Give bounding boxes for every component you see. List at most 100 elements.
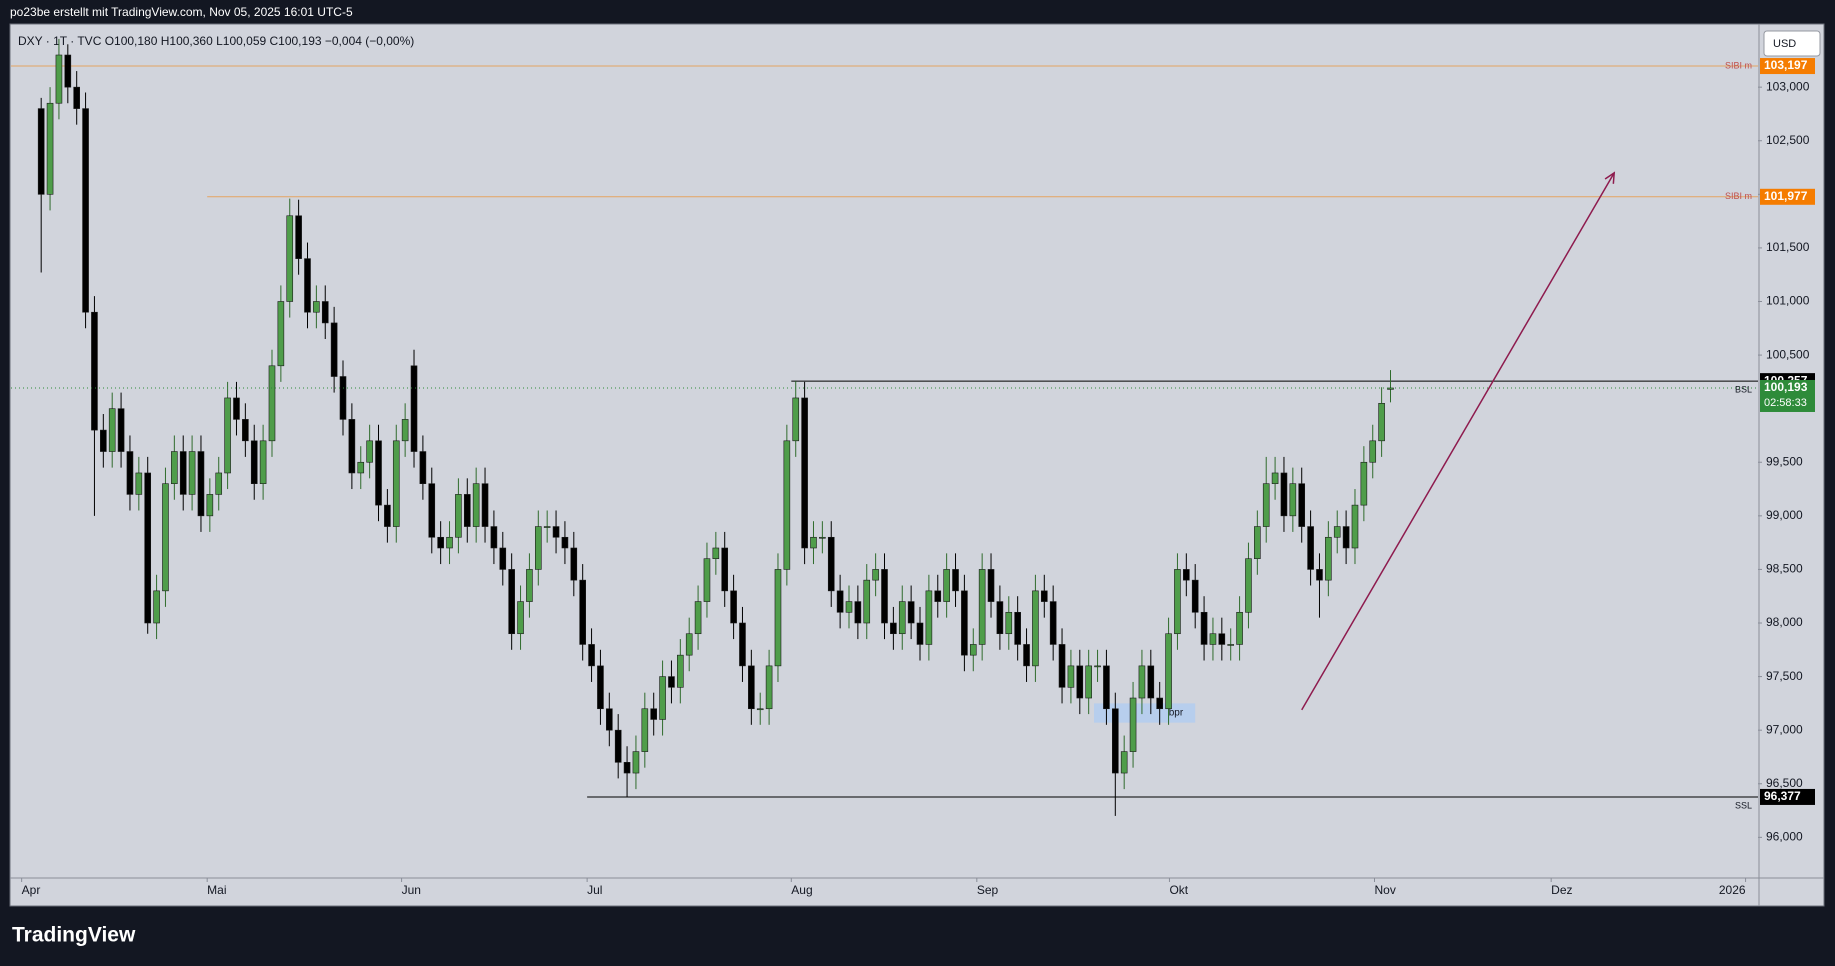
candle-body <box>455 494 462 538</box>
candle-body <box>1307 526 1314 570</box>
candle-body <box>277 301 285 367</box>
legend: DXY · 1T · TVC O100,180 H100,360 L100,05… <box>18 34 414 48</box>
candle-body <box>1094 665 1101 668</box>
currency-box[interactable] <box>1763 30 1821 57</box>
candle-body <box>659 676 666 720</box>
candle-body <box>836 590 844 613</box>
candle-body <box>1245 558 1252 613</box>
x-tick-label: Sep <box>977 883 999 897</box>
candle-body <box>783 440 791 570</box>
candle-body <box>357 461 365 474</box>
candle-body <box>978 569 986 645</box>
candle-body <box>215 472 223 495</box>
candle-body <box>668 676 675 688</box>
current-price-label: 100,193 <box>1764 380 1808 394</box>
candle-body <box>428 483 436 538</box>
y-tick-label: 103,000 <box>1766 79 1810 93</box>
zone-label: bpr <box>1169 708 1184 719</box>
level-label: BSL <box>1735 385 1752 395</box>
candle-body <box>1023 644 1030 667</box>
candle-body <box>792 397 800 442</box>
x-tick-label: Jun <box>402 883 421 897</box>
candle-body <box>1325 536 1332 581</box>
header-text: po23be erstellt mit TradingView.com, Nov… <box>10 5 353 19</box>
candle-body <box>1369 440 1377 463</box>
candle-body <box>623 762 631 774</box>
price-tag <box>1760 788 1815 805</box>
y-tick-label: 100,500 <box>1766 347 1810 361</box>
candle-body <box>898 601 906 635</box>
candle-body <box>144 472 152 624</box>
candle-body <box>694 601 702 635</box>
candle-body <box>1289 483 1297 517</box>
candle-body <box>969 644 977 656</box>
candle-body <box>1103 665 1110 710</box>
candle-body <box>748 665 755 710</box>
level-label: SIBI m <box>1725 60 1752 70</box>
candle-body <box>774 569 782 667</box>
candle-body <box>117 408 125 452</box>
candle-body <box>579 579 586 645</box>
candle-body <box>863 579 871 624</box>
candle-body <box>819 536 826 539</box>
y-tick-label: 96,000 <box>1766 830 1803 844</box>
candle-body <box>730 590 737 624</box>
candle-body <box>64 54 72 88</box>
candle-body <box>392 440 400 527</box>
candle-body <box>366 440 373 463</box>
candle-body <box>472 483 480 527</box>
candle-body <box>1165 633 1172 710</box>
candle-body <box>295 215 302 259</box>
candle-body <box>739 622 746 667</box>
candle-body <box>463 494 471 527</box>
candle-body <box>1236 611 1243 645</box>
candle-body <box>313 301 320 313</box>
candle-body <box>135 472 143 495</box>
y-tick-label: 97,000 <box>1766 722 1803 736</box>
candle-body <box>881 569 888 624</box>
candle-body <box>641 708 649 752</box>
candle-body <box>1147 665 1155 699</box>
candle-body <box>55 54 63 104</box>
candle-body <box>1254 526 1261 560</box>
price-tag-label: 103,197 <box>1764 58 1808 72</box>
candle-body <box>632 751 640 774</box>
candle-body <box>854 601 862 624</box>
candle-body <box>1351 504 1359 549</box>
candle-body <box>765 665 773 710</box>
candle-body <box>721 547 729 592</box>
candle-body <box>188 451 196 495</box>
candle-body <box>1014 611 1021 645</box>
candle-body <box>108 408 116 452</box>
candle-body <box>827 536 835 592</box>
candle-body <box>561 536 569 549</box>
candle-body <box>1227 644 1235 646</box>
candle-body <box>126 451 134 495</box>
candle-body <box>82 108 89 313</box>
candle-body <box>250 440 258 484</box>
y-tick-label: 98,000 <box>1766 615 1803 629</box>
candle-body <box>1040 590 1048 602</box>
candle-body <box>810 536 817 549</box>
candle-body <box>419 451 427 484</box>
candle-body <box>1120 751 1128 774</box>
candle-body <box>171 451 178 484</box>
x-tick-label: Mai <box>207 883 226 897</box>
candle-body <box>552 526 560 538</box>
candle-body <box>304 258 311 313</box>
candle-body <box>1138 665 1146 699</box>
candle-body <box>46 102 54 195</box>
candle-body <box>650 708 657 720</box>
candle-body <box>1342 526 1350 549</box>
candle-body <box>233 397 240 420</box>
candle-body <box>1316 569 1323 581</box>
candle-body <box>1280 472 1288 517</box>
x-tick-label: Dez <box>1551 883 1572 897</box>
y-tick-label: 98,500 <box>1766 562 1803 576</box>
candle-body <box>481 483 489 527</box>
y-tick-label: 99,000 <box>1766 508 1803 522</box>
candle-body <box>890 622 897 635</box>
currency[interactable]: USD <box>1773 38 1796 50</box>
y-tick-label: 101,000 <box>1766 294 1810 308</box>
candle-body <box>845 601 853 613</box>
